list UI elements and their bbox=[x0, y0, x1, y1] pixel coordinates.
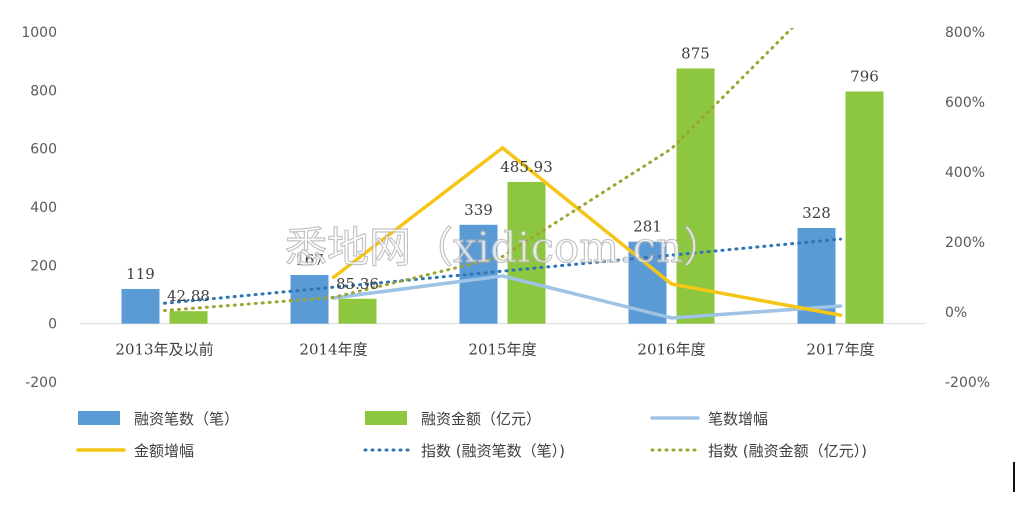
data-label: 281 bbox=[633, 218, 662, 236]
legend-label: 融资笔数（笔） bbox=[134, 410, 239, 428]
data-label: 42.88 bbox=[167, 287, 210, 305]
right-tick-label: -200% bbox=[945, 375, 990, 391]
bar bbox=[845, 91, 884, 324]
bar bbox=[169, 311, 208, 324]
left-tick-label: 600 bbox=[30, 142, 57, 158]
data-label: 328 bbox=[802, 204, 831, 222]
data-label: 339 bbox=[464, 201, 493, 219]
series-line bbox=[163, 28, 795, 313]
data-label: 796 bbox=[850, 68, 879, 86]
legend-swatch bbox=[78, 411, 120, 425]
series-lines bbox=[163, 28, 843, 320]
category-label: 2015年度 bbox=[468, 341, 536, 359]
left-tick-label: 200 bbox=[30, 258, 57, 274]
bars bbox=[121, 68, 884, 324]
legend-label: 指数 (融资金额（亿元）) bbox=[708, 442, 867, 460]
watermark: 悉地网（xidicom.cn） bbox=[285, 223, 725, 272]
left-tick-label: 1000 bbox=[21, 25, 57, 41]
legend-label: 指数 (融资笔数（笔）) bbox=[421, 442, 565, 460]
category-labels: 2013年及以前 2014年度 2015年度 2016年度 2017年度 bbox=[115, 341, 874, 359]
category-label: 2013年及以前 bbox=[115, 341, 213, 359]
right-tick-label: 0% bbox=[945, 305, 967, 321]
series-line bbox=[331, 274, 843, 320]
right-tick-label: 800% bbox=[945, 25, 985, 41]
edge-divider bbox=[1013, 462, 1015, 492]
data-label: 485.93 bbox=[500, 158, 553, 176]
right-tick-label: 400% bbox=[945, 165, 985, 181]
category-label: 2017年度 bbox=[806, 341, 874, 359]
series-line bbox=[163, 237, 842, 305]
left-axis-ticks: 1000 800 600 400 200 0 -200 bbox=[21, 25, 57, 391]
legend-label: 金额增幅 bbox=[134, 442, 194, 460]
left-tick-label: -200 bbox=[25, 375, 57, 391]
category-label: 2014年度 bbox=[299, 341, 367, 359]
category-label: 2016年度 bbox=[637, 341, 705, 359]
data-label: 119 bbox=[126, 265, 155, 283]
legend-label: 融资金额（亿元） bbox=[421, 410, 541, 428]
left-tick-label: 800 bbox=[30, 83, 57, 99]
right-tick-label: 600% bbox=[945, 95, 985, 111]
bar bbox=[338, 298, 377, 324]
legend-swatch bbox=[365, 411, 407, 425]
left-tick-label: 0 bbox=[48, 317, 57, 333]
data-labels: 119 167 339 281 328 42.88 85.36 485.93 875 796 bbox=[126, 44, 879, 305]
series-line bbox=[331, 146, 843, 317]
bar bbox=[121, 288, 160, 324]
right-tick-label: 200% bbox=[945, 235, 985, 251]
data-label: 167 bbox=[295, 251, 324, 269]
data-label: 85.36 bbox=[336, 275, 379, 293]
bar bbox=[507, 181, 546, 324]
data-label: 875 bbox=[681, 44, 710, 62]
left-tick-label: 400 bbox=[30, 200, 57, 216]
legend-label: 笔数增幅 bbox=[708, 410, 768, 428]
right-axis-ticks: 800% 600% 400% 200% 0% -200% bbox=[945, 25, 990, 391]
